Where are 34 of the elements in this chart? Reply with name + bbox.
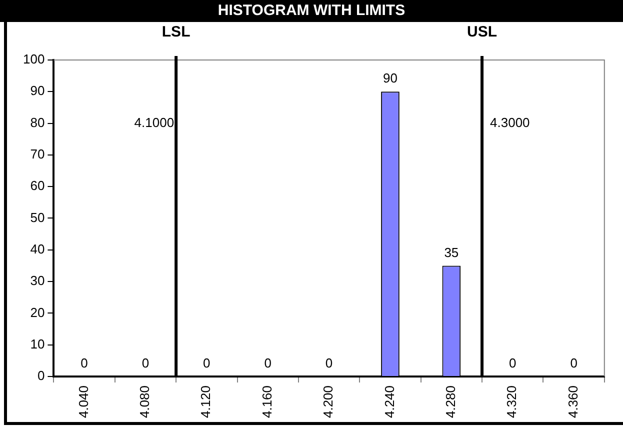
- ref-line-label: LSL: [162, 24, 190, 41]
- y-tick-label: 90: [30, 83, 45, 98]
- y-tick-label: 40: [30, 241, 45, 256]
- y-tick-label: 0: [37, 368, 45, 384]
- data-label: 35: [444, 244, 459, 260]
- data-label: 0: [142, 356, 150, 371]
- y-tick-label: 30: [30, 273, 45, 288]
- y-tick-label: 60: [30, 178, 45, 194]
- data-label: 0: [509, 356, 516, 371]
- annotation: 4.1000: [134, 114, 174, 130]
- annotation: 4.3000: [490, 114, 530, 130]
- data-label: 0: [203, 356, 210, 371]
- chart-title: HISTOGRAM WITH LIMITS: [0, 0, 623, 22]
- data-label: 0: [570, 356, 578, 371]
- x-tick-label: 4.080: [137, 385, 152, 418]
- y-tick-label: 20: [30, 304, 45, 320]
- y-tick-label: 70: [30, 146, 45, 162]
- y-tick-label: 50: [30, 210, 45, 225]
- y-tick-label: 100: [22, 52, 45, 67]
- data-label: 0: [325, 356, 333, 371]
- x-tick-label: 4.040: [76, 385, 91, 418]
- x-tick-label: 4.360: [565, 385, 580, 418]
- data-label: 0: [80, 356, 88, 371]
- y-tick-label: 80: [30, 114, 45, 130]
- data-label: 90: [383, 70, 398, 86]
- data-label: 0: [264, 356, 272, 371]
- x-tick-label: 4.120: [198, 385, 214, 418]
- y-tick-label: 10: [30, 336, 45, 352]
- x-tick-label: 4.160: [259, 385, 274, 418]
- x-tick-label: 4.280: [443, 385, 458, 418]
- x-tick-label: 4.200: [320, 385, 336, 418]
- x-tick-label: 4.240: [382, 385, 397, 418]
- x-tick-label: 4.320: [504, 385, 520, 418]
- ref-line-label: USL: [467, 24, 498, 41]
